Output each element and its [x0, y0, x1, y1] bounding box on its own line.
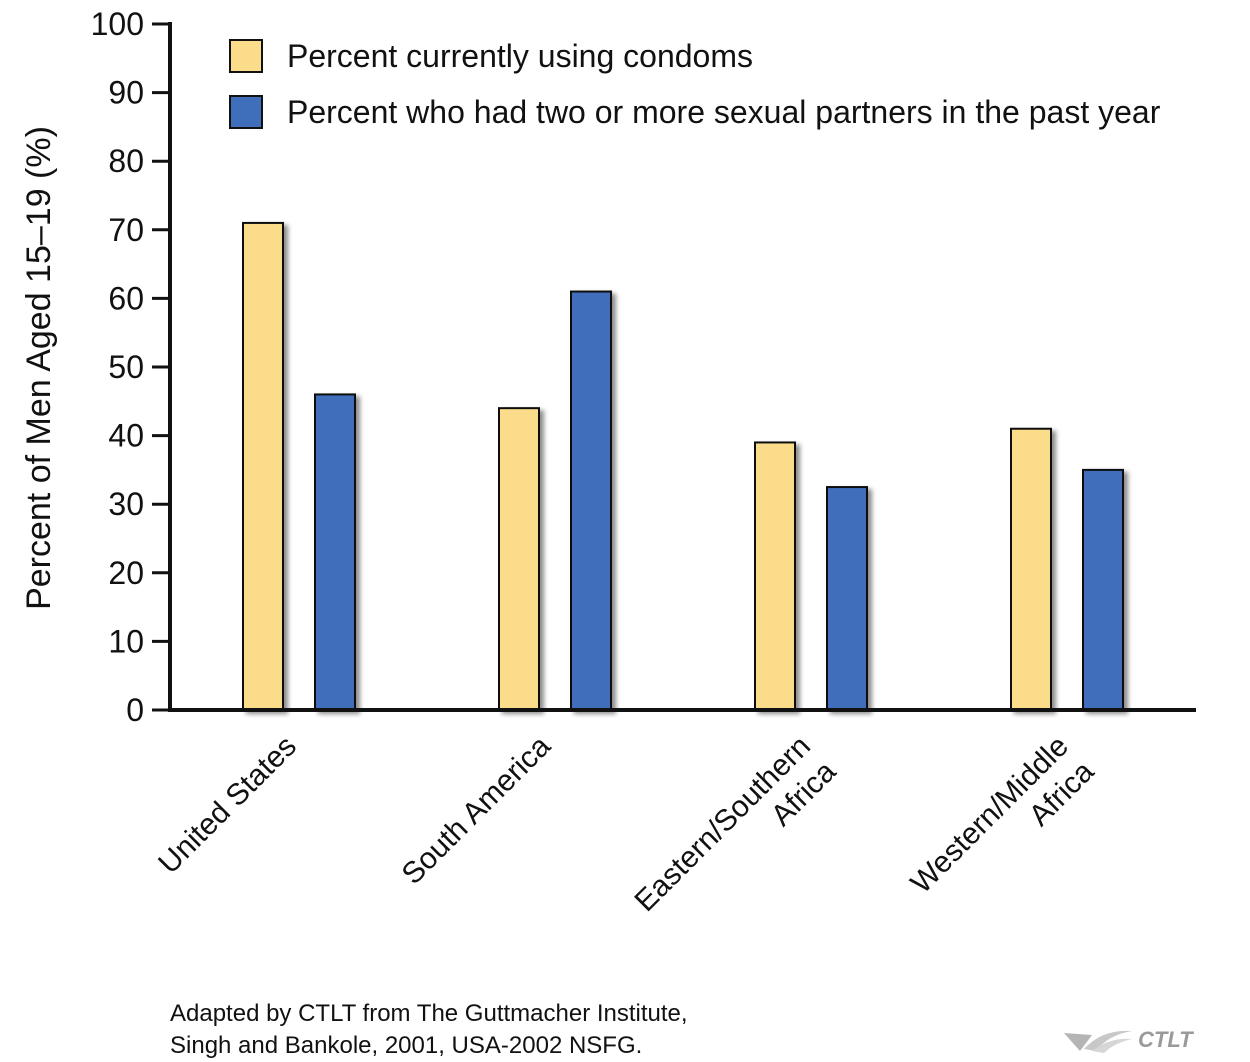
y-tick-label: 100 [91, 6, 144, 42]
ctlt-logo: CTLT [1062, 1022, 1193, 1058]
axes [152, 22, 1196, 712]
y-tick-label: 50 [108, 349, 144, 385]
y-tick-label: 40 [108, 418, 144, 454]
y-tick-label: 10 [108, 623, 144, 659]
y-tick-label: 90 [108, 75, 144, 111]
bar-partners-2 [826, 486, 868, 711]
x-tick-label: South America [396, 729, 558, 891]
x-tick-label: United States [152, 730, 303, 881]
y-tick-label: 60 [108, 280, 144, 316]
ctlt-logo-icon [1064, 1030, 1132, 1053]
source-line-1: Adapted by CTLT from The Guttmacher Inst… [170, 1000, 688, 1027]
bar-condoms-1 [498, 407, 540, 711]
bar-condoms-0 [242, 221, 284, 711]
legend: Percent currently using condoms Percent w… [229, 38, 1161, 130]
y-axis-title: Percent of Men Aged 15–19 (%) [20, 126, 58, 610]
source-note: Adapted by CTLT from The Guttmacher Inst… [170, 998, 688, 1062]
bar-condoms-3 [1010, 427, 1052, 711]
legend-label-partners: Percent who had two or more sexual partn… [287, 94, 1161, 130]
y-tick-label: 20 [108, 555, 144, 591]
y-tick-label: 80 [108, 143, 144, 179]
bars [242, 221, 1124, 711]
bar-condoms-2 [754, 441, 796, 711]
x-tick-label: Eastern/SouthernAfrica [629, 729, 843, 943]
y-tick-label: 0 [126, 692, 144, 728]
bar-partners-0 [314, 393, 356, 711]
source-line-2: Singh and Bankole, 2001, USA-2002 NSFG. [170, 1032, 643, 1059]
bar-partners-3 [1082, 468, 1124, 711]
legend-swatch-condoms [229, 39, 263, 73]
bar-chart: 0 10 20 30 40 50 60 70 80 90 100 Percent of Men Age… [20, 6, 1196, 943]
bar-partners-1 [570, 290, 612, 711]
legend-swatch-partners [229, 95, 263, 129]
ctlt-logo-text: CTLT [1138, 1027, 1193, 1052]
y-tick-label: 30 [108, 486, 144, 522]
y-tick-label: 70 [108, 212, 144, 248]
axis-labels: 0 10 20 30 40 50 60 70 80 90 100 Percent of Men Age… [20, 6, 1101, 943]
x-tick-label: Western/MiddleAfrica [905, 729, 1101, 925]
legend-label-condoms: Percent currently using condoms [287, 38, 753, 74]
